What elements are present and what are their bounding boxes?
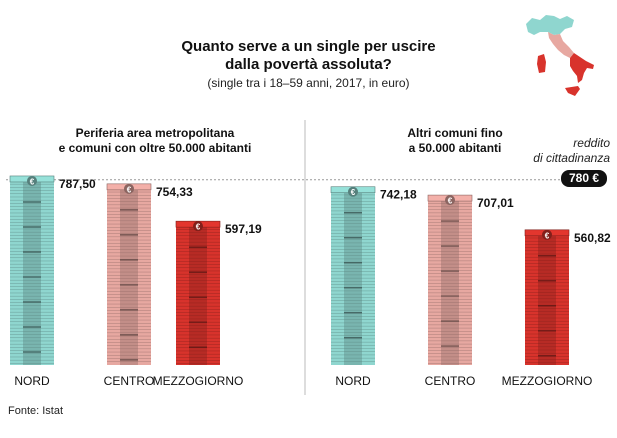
map-south (570, 53, 594, 83)
bar-band-1-2 (189, 223, 207, 365)
value-label-mezzogiorno-1: 597,19 (225, 222, 262, 236)
reference-label-line2: di cittadinanza (533, 151, 610, 165)
bar-band-2-2 (538, 231, 556, 365)
value-label-nord-2: 742,18 (380, 188, 417, 202)
euro-symbol: € (127, 185, 132, 194)
value-label-centro-1: 754,33 (156, 185, 193, 199)
chart-subtitle: (single tra i 18–59 anni, 2017, in euro) (207, 76, 410, 90)
euro-icon (348, 186, 358, 197)
value-label-centro-2: 707,01 (477, 196, 514, 210)
bar-band-1-0 (23, 177, 41, 365)
category-label-mezzogiorno-2: MEZZOGIORNO (502, 374, 593, 388)
source-note: Fonte: Istat (8, 405, 64, 417)
reference-value-badge: 780 € (561, 170, 607, 187)
euro-symbol: € (545, 231, 550, 240)
euro-symbol: € (196, 223, 201, 232)
panel-title-right: Altri comuni fino a 50.000 abitanti (320, 126, 590, 156)
category-label-nord-2: NORD (335, 374, 371, 388)
category-label-mezzogiorno-1: MEZZOGIORNO (153, 374, 244, 388)
category-label-centro-1: CENTRO (104, 374, 155, 388)
panel-title-left-line2: e comuni con oltre 50.000 abitanti (58, 141, 252, 155)
value-label-mezzogiorno-2: 560,82 (574, 231, 611, 245)
panel-title-right-line2: a 50.000 abitanti (408, 141, 502, 155)
chart-title-line2: dalla povertà assoluta? (225, 56, 392, 73)
map-center (548, 32, 574, 58)
euro-icon (27, 175, 37, 186)
category-label-centro-2: CENTRO (425, 374, 476, 388)
panel-title-left: Periferia area metropolitana e comuni co… (20, 126, 290, 156)
euro-symbol: € (351, 188, 356, 197)
euro-symbol: € (448, 197, 453, 206)
bar-band-2-0 (344, 188, 362, 365)
euro-icon (542, 229, 552, 240)
value-label-nord-1: 787,50 (59, 177, 96, 191)
map-north (526, 15, 574, 35)
panel-title-left-line1: Periferia area metropolitana (75, 126, 235, 140)
euro-icon (445, 195, 455, 206)
map-sardinia (537, 54, 546, 73)
chart-title-line1: Quanto serve a un single per uscire (181, 38, 436, 55)
reference-label-line1: reddito (573, 136, 610, 150)
reference-label: reddito di cittadinanza (505, 136, 610, 166)
panel-title-right-line1: Altri comuni fino (407, 126, 503, 140)
euro-icon (193, 221, 203, 232)
category-label-nord-1: NORD (14, 374, 50, 388)
euro-symbol: € (30, 177, 35, 186)
italy-map-icon (526, 15, 594, 96)
euro-icon (124, 183, 134, 194)
map-sicily (565, 86, 580, 96)
bar-band-2-1 (441, 197, 459, 365)
